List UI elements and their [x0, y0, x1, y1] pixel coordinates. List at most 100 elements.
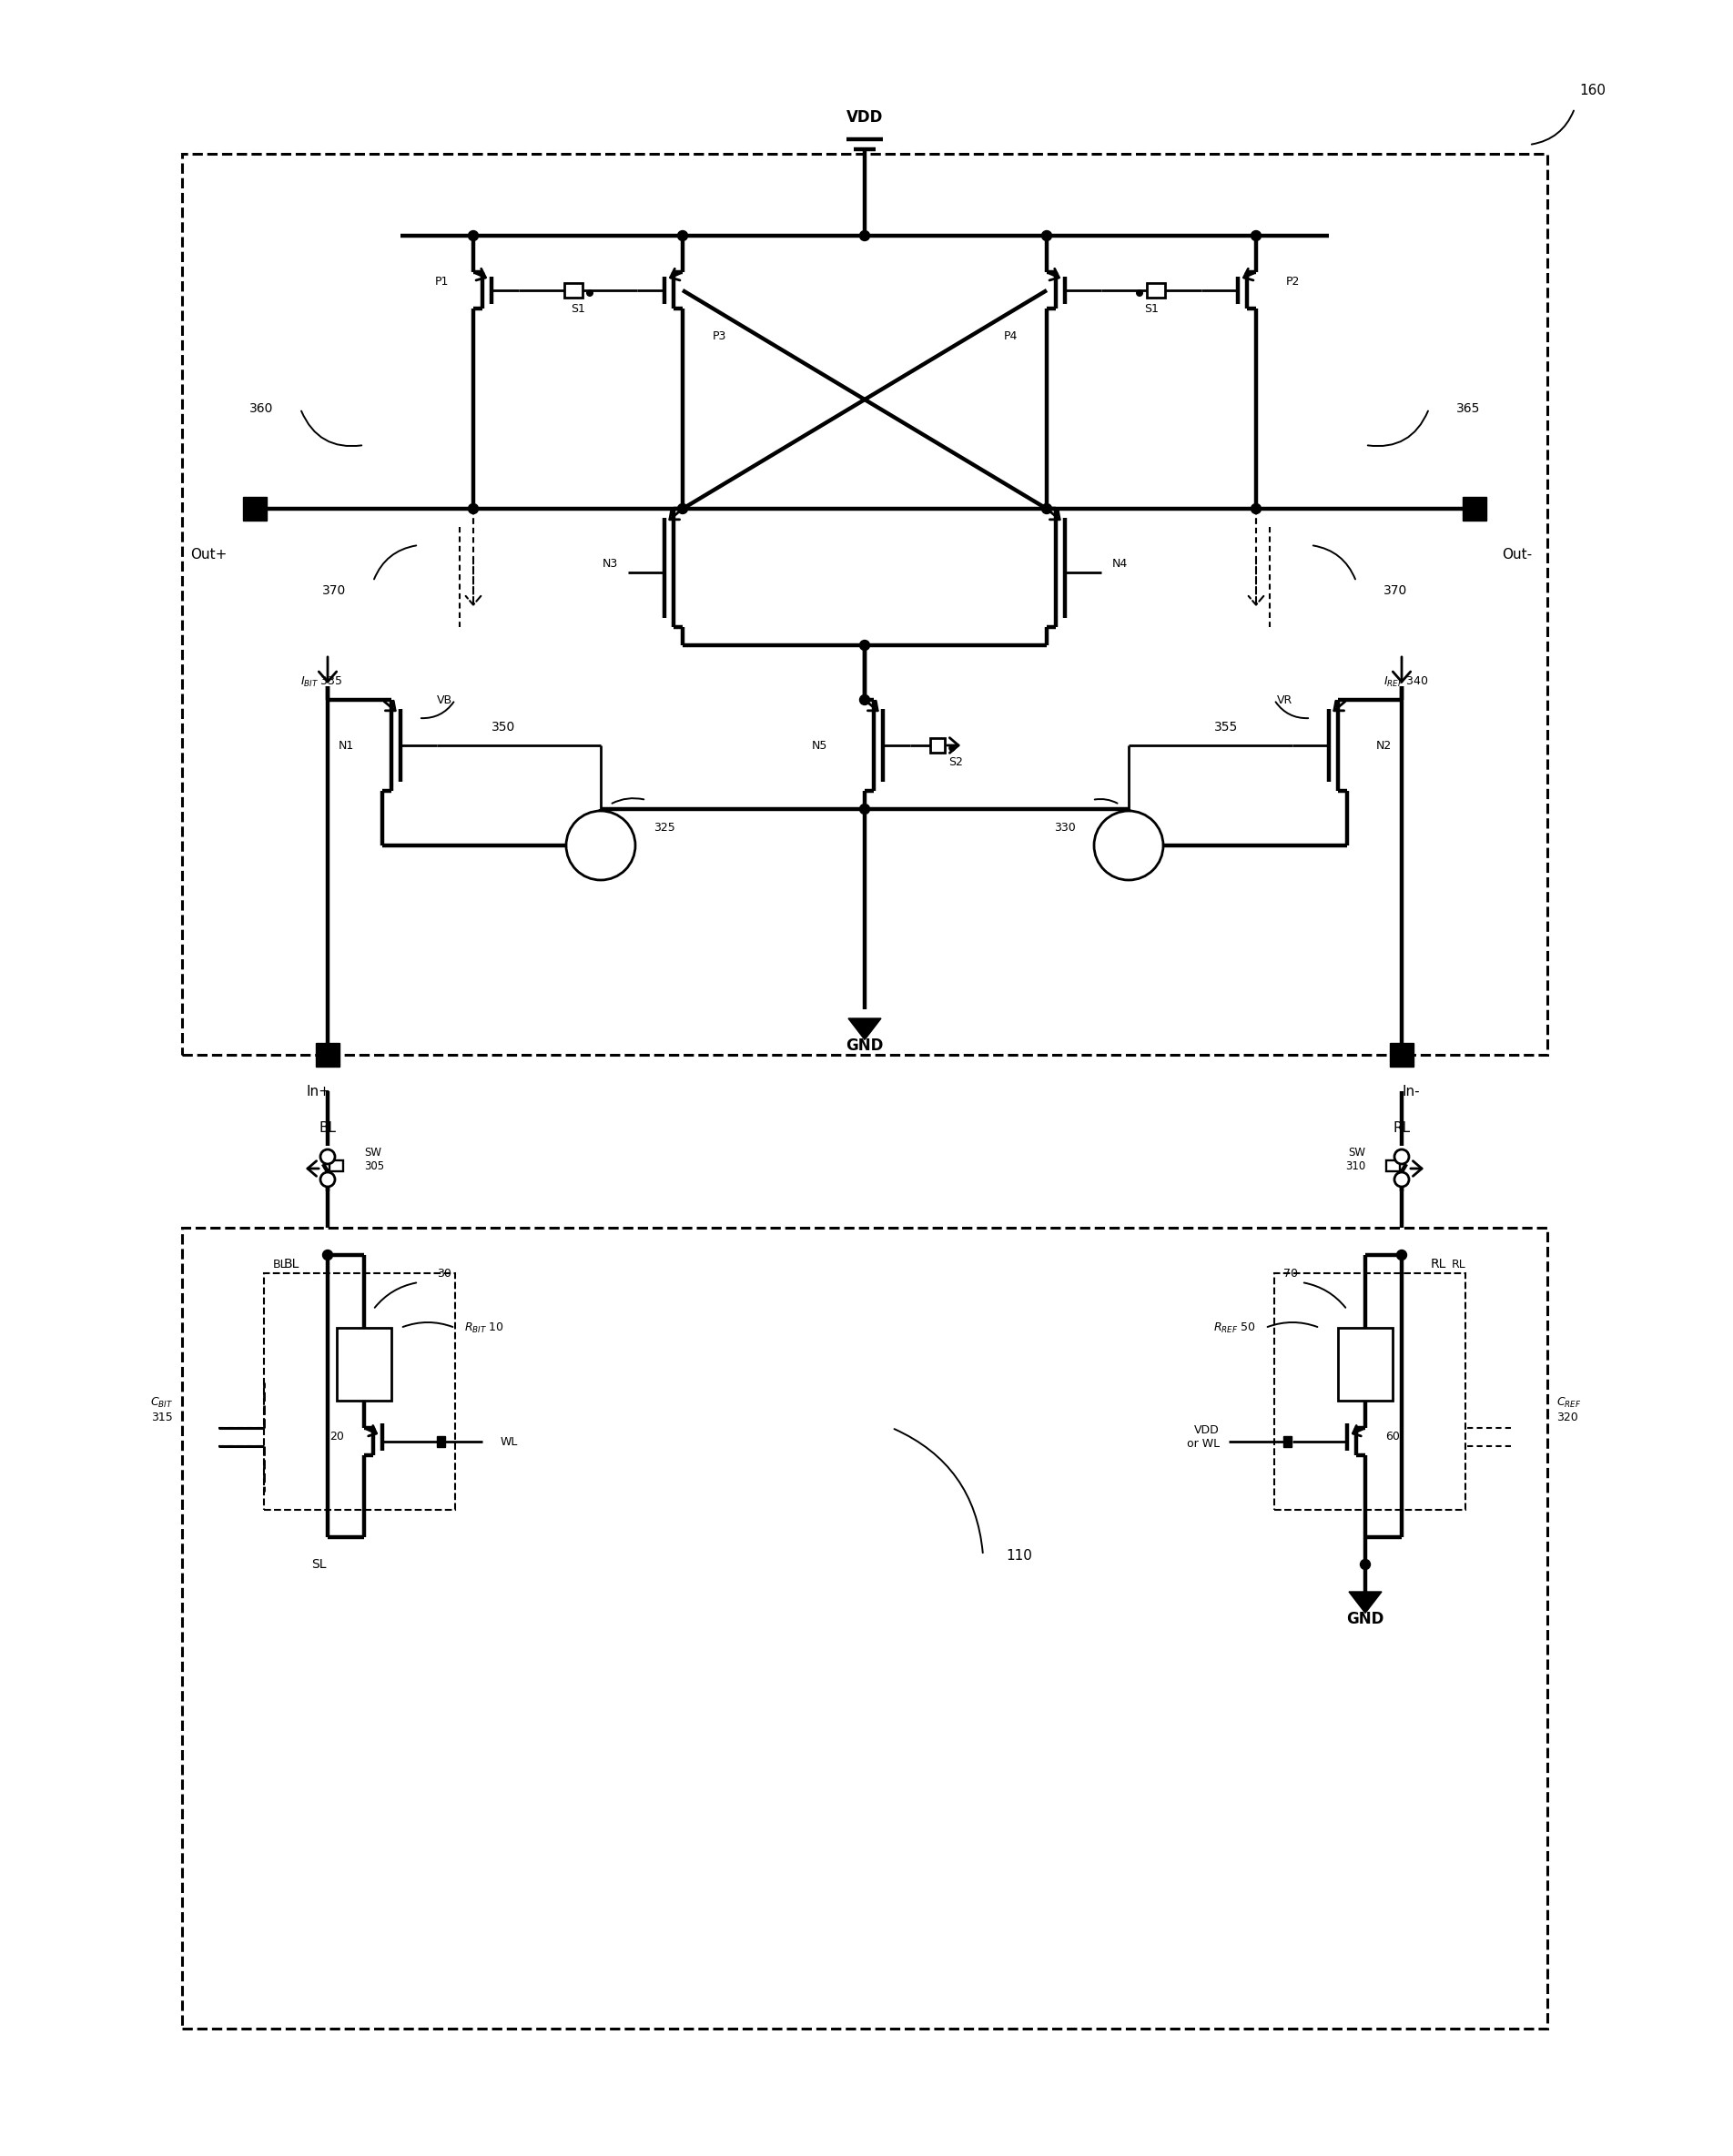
Text: 370: 370 — [322, 584, 347, 597]
Circle shape — [860, 231, 870, 241]
Circle shape — [1094, 811, 1163, 880]
Circle shape — [1395, 1173, 1409, 1186]
Text: SW
305: SW 305 — [364, 1147, 385, 1173]
Text: Out+: Out+ — [191, 548, 227, 561]
Text: WL: WL — [501, 1436, 518, 1447]
Text: P2: P2 — [1286, 276, 1300, 287]
Text: S2: S2 — [948, 757, 964, 768]
Circle shape — [1251, 231, 1262, 241]
Circle shape — [468, 505, 478, 513]
Text: BL: BL — [274, 1259, 288, 1270]
Circle shape — [860, 640, 870, 651]
Text: 60: 60 — [1385, 1432, 1400, 1442]
Text: VDD
or WL: VDD or WL — [1187, 1425, 1220, 1449]
Text: VR: VR — [1277, 694, 1293, 705]
Text: 360: 360 — [250, 403, 274, 414]
Circle shape — [860, 804, 870, 815]
Text: 365: 365 — [1456, 403, 1480, 414]
Bar — [1463, 496, 1487, 520]
Text: $C_{BIT}$
315: $C_{BIT}$ 315 — [151, 1397, 173, 1423]
Circle shape — [468, 231, 478, 241]
Text: GND: GND — [846, 1037, 884, 1054]
Bar — [1386, 1160, 1400, 1171]
Text: N1: N1 — [338, 740, 354, 750]
Text: BL: BL — [319, 1121, 336, 1134]
Text: In-: In- — [1402, 1084, 1419, 1097]
Circle shape — [321, 1149, 334, 1164]
Circle shape — [948, 744, 955, 752]
Circle shape — [567, 811, 636, 880]
Text: RL: RL — [1451, 1259, 1466, 1270]
Circle shape — [1042, 231, 1052, 241]
Circle shape — [322, 1250, 333, 1259]
Text: BL: BL — [284, 1257, 300, 1270]
Text: 110: 110 — [1007, 1548, 1033, 1563]
Text: P4: P4 — [1003, 330, 1017, 343]
Text: In+: In+ — [307, 1084, 331, 1097]
Bar — [243, 496, 267, 520]
Bar — [1284, 1436, 1291, 1447]
Text: 30: 30 — [437, 1268, 451, 1279]
FancyArrowPatch shape — [612, 798, 643, 804]
Text: P1: P1 — [435, 276, 449, 287]
Text: RL: RL — [1430, 1257, 1445, 1270]
Text: N4: N4 — [1111, 558, 1128, 569]
Text: VB: VB — [437, 694, 452, 705]
Circle shape — [1251, 505, 1262, 513]
Circle shape — [1042, 505, 1052, 513]
Bar — [315, 1044, 340, 1067]
Bar — [1338, 1328, 1393, 1401]
Text: 160: 160 — [1580, 84, 1606, 97]
FancyArrowPatch shape — [1367, 412, 1428, 446]
FancyArrowPatch shape — [1303, 1283, 1345, 1309]
FancyArrowPatch shape — [894, 1429, 983, 1552]
Circle shape — [678, 231, 688, 241]
Text: VDD: VDD — [846, 110, 884, 125]
Text: 355: 355 — [1213, 720, 1237, 733]
Text: N3: N3 — [601, 558, 617, 569]
Bar — [565, 282, 582, 298]
Text: N2: N2 — [1376, 740, 1392, 750]
FancyArrowPatch shape — [374, 545, 416, 580]
Text: 70: 70 — [1284, 1268, 1298, 1279]
Text: 370: 370 — [1383, 584, 1407, 597]
FancyArrowPatch shape — [1314, 545, 1355, 580]
Text: $I_{REF}$ 340: $I_{REF}$ 340 — [1383, 675, 1430, 688]
Text: $I_{BIT}$ 335: $I_{BIT}$ 335 — [300, 675, 343, 688]
FancyArrowPatch shape — [402, 1322, 452, 1326]
Bar — [437, 1436, 445, 1447]
Bar — [1390, 1044, 1414, 1067]
Circle shape — [1397, 1250, 1407, 1259]
Polygon shape — [1348, 1591, 1381, 1613]
Bar — [336, 1328, 392, 1401]
Text: GND: GND — [1347, 1611, 1385, 1628]
Polygon shape — [847, 1018, 880, 1039]
Text: Out-: Out- — [1503, 548, 1532, 561]
Circle shape — [1135, 289, 1144, 298]
Text: 20: 20 — [329, 1432, 343, 1442]
Text: 350: 350 — [492, 720, 515, 733]
Circle shape — [860, 694, 870, 705]
FancyArrowPatch shape — [421, 703, 454, 718]
FancyArrowPatch shape — [1532, 110, 1574, 144]
Text: P3: P3 — [712, 330, 726, 343]
Text: SW
310: SW 310 — [1345, 1147, 1366, 1173]
Circle shape — [321, 1173, 334, 1186]
Text: $R_{REF}$ 50: $R_{REF}$ 50 — [1213, 1322, 1256, 1335]
Circle shape — [678, 505, 688, 513]
FancyArrowPatch shape — [1267, 1322, 1317, 1326]
Text: S1: S1 — [1144, 302, 1159, 315]
Text: S1: S1 — [570, 302, 586, 315]
Text: 330: 330 — [1054, 821, 1076, 832]
Text: N5: N5 — [811, 740, 827, 750]
Text: $C_{REF}$
320: $C_{REF}$ 320 — [1556, 1397, 1582, 1423]
Circle shape — [1360, 1559, 1371, 1570]
FancyArrowPatch shape — [1095, 800, 1118, 804]
Bar — [1147, 282, 1165, 298]
Text: RL: RL — [1393, 1121, 1411, 1134]
Circle shape — [1395, 1149, 1409, 1164]
FancyArrowPatch shape — [302, 412, 362, 446]
Text: $R_{BIT}$ 10: $R_{BIT}$ 10 — [464, 1322, 504, 1335]
FancyArrowPatch shape — [1275, 703, 1308, 718]
Bar — [329, 1160, 343, 1171]
